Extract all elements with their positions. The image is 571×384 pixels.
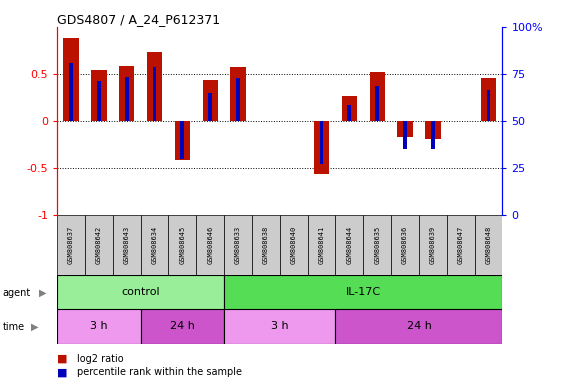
Bar bbox=[63, 38, 79, 121]
Text: GSM808635: GSM808635 bbox=[374, 226, 380, 264]
Bar bbox=[69, 63, 73, 121]
Bar bbox=[119, 66, 134, 121]
Bar bbox=[348, 105, 351, 121]
Bar bbox=[112, 215, 140, 275]
Bar bbox=[125, 77, 128, 121]
Bar bbox=[97, 81, 100, 121]
Bar bbox=[341, 96, 357, 121]
Text: GSM808643: GSM808643 bbox=[124, 226, 130, 264]
Bar bbox=[180, 121, 184, 159]
Bar bbox=[314, 121, 329, 174]
Bar bbox=[57, 215, 85, 275]
Bar bbox=[140, 215, 168, 275]
Bar bbox=[85, 215, 113, 275]
Text: GSM808644: GSM808644 bbox=[347, 226, 352, 264]
Text: IL-17C: IL-17C bbox=[345, 287, 381, 297]
Text: GSM808638: GSM808638 bbox=[263, 226, 269, 264]
Bar bbox=[203, 79, 218, 121]
Bar bbox=[308, 215, 336, 275]
Bar bbox=[230, 67, 246, 121]
Text: 24 h: 24 h bbox=[407, 321, 432, 331]
Text: GSM808637: GSM808637 bbox=[68, 226, 74, 264]
Bar bbox=[280, 215, 308, 275]
Bar bbox=[335, 309, 502, 344]
Text: ▶: ▶ bbox=[39, 288, 46, 298]
Bar bbox=[147, 52, 162, 121]
Text: GSM808634: GSM808634 bbox=[151, 226, 158, 264]
Text: 24 h: 24 h bbox=[170, 321, 195, 331]
Text: GSM808640: GSM808640 bbox=[291, 226, 297, 264]
Bar bbox=[431, 121, 435, 149]
Bar bbox=[419, 215, 447, 275]
Bar bbox=[152, 67, 156, 121]
Bar bbox=[375, 86, 379, 121]
Bar bbox=[208, 93, 212, 121]
Text: 3 h: 3 h bbox=[271, 321, 288, 331]
Bar bbox=[57, 275, 224, 309]
Bar bbox=[252, 215, 280, 275]
Text: ■: ■ bbox=[57, 367, 67, 377]
Bar bbox=[397, 121, 413, 137]
Text: time: time bbox=[3, 322, 25, 332]
Bar bbox=[481, 78, 496, 121]
Text: ▶: ▶ bbox=[31, 322, 39, 332]
Text: GSM808636: GSM808636 bbox=[402, 226, 408, 264]
Bar bbox=[335, 215, 363, 275]
Text: percentile rank within the sample: percentile rank within the sample bbox=[77, 367, 242, 377]
Bar bbox=[175, 121, 190, 161]
Bar bbox=[224, 215, 252, 275]
Bar bbox=[425, 121, 441, 139]
Bar bbox=[403, 121, 407, 149]
Bar bbox=[369, 72, 385, 121]
Bar bbox=[224, 309, 335, 344]
Text: GDS4807 / A_24_P612371: GDS4807 / A_24_P612371 bbox=[57, 13, 220, 26]
Text: GSM808647: GSM808647 bbox=[458, 226, 464, 264]
Text: ■: ■ bbox=[57, 354, 67, 364]
Bar bbox=[320, 121, 323, 164]
Bar bbox=[447, 215, 475, 275]
Text: GSM808642: GSM808642 bbox=[96, 226, 102, 264]
Bar bbox=[168, 215, 196, 275]
Bar bbox=[363, 215, 391, 275]
Bar bbox=[140, 309, 224, 344]
Text: GSM808646: GSM808646 bbox=[207, 226, 213, 264]
Text: GSM808641: GSM808641 bbox=[319, 226, 324, 264]
Text: GSM808633: GSM808633 bbox=[235, 226, 241, 264]
Text: control: control bbox=[121, 287, 160, 297]
Bar bbox=[196, 215, 224, 275]
Bar bbox=[236, 78, 240, 121]
Bar bbox=[57, 309, 140, 344]
Text: GSM808645: GSM808645 bbox=[179, 226, 186, 264]
Bar bbox=[91, 70, 107, 121]
Text: log2 ratio: log2 ratio bbox=[77, 354, 124, 364]
Text: GSM808639: GSM808639 bbox=[430, 226, 436, 264]
Bar bbox=[391, 215, 419, 275]
Text: agent: agent bbox=[3, 288, 31, 298]
Bar bbox=[486, 90, 490, 121]
Bar bbox=[475, 215, 502, 275]
Text: 3 h: 3 h bbox=[90, 321, 108, 331]
Bar bbox=[224, 275, 502, 309]
Text: GSM808648: GSM808648 bbox=[485, 226, 492, 264]
